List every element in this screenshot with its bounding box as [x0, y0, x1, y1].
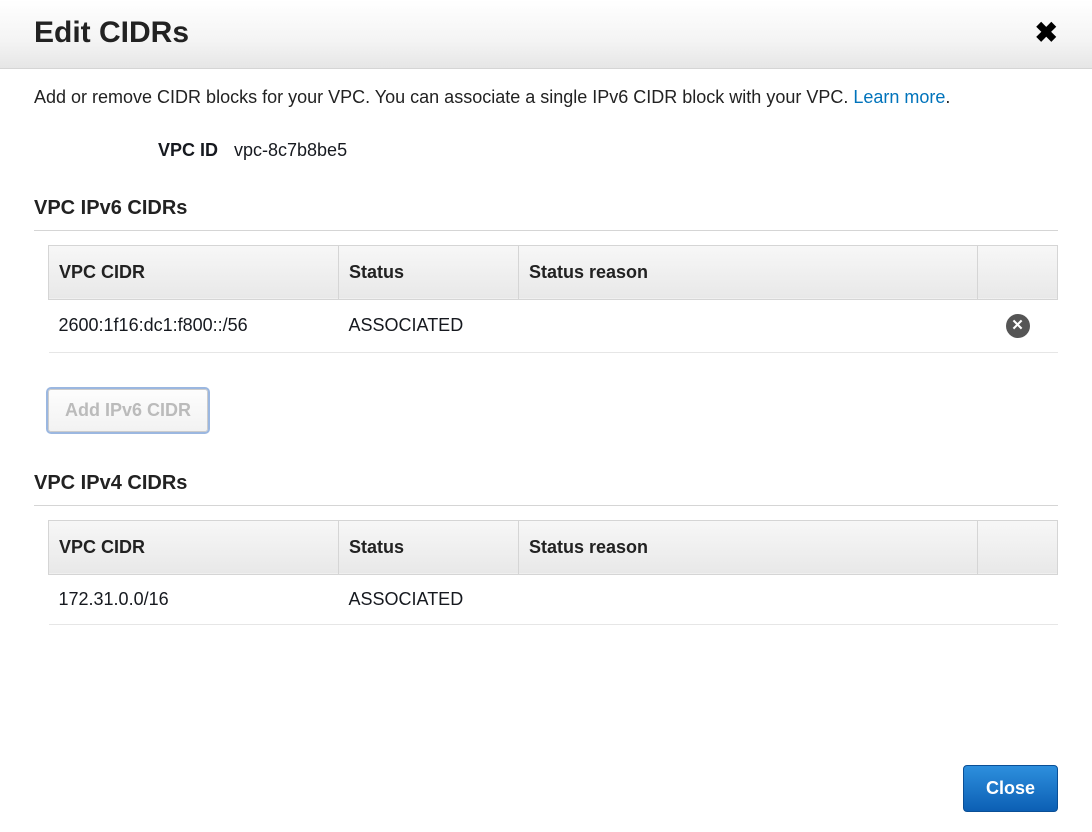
ipv4-col-cidr: VPC CIDR [49, 520, 339, 574]
table-row: 172.31.0.0/16 ASSOCIATED [49, 574, 1058, 624]
ipv6-section: VPC IPv6 CIDRs VPC CIDR Status Status re… [34, 197, 1058, 432]
ipv4-col-status: Status [339, 520, 519, 574]
modal-body: Add or remove CIDR blocks for your VPC. … [0, 69, 1092, 755]
modal-header: Edit CIDRs ✖ [0, 0, 1092, 69]
modal-footer: Close [0, 755, 1092, 832]
description-after: . [945, 87, 950, 107]
close-button[interactable]: Close [963, 765, 1058, 812]
ipv4-reason-cell [519, 574, 978, 624]
ipv4-col-action [978, 520, 1058, 574]
ipv6-col-status: Status [339, 245, 519, 299]
ipv6-col-cidr: VPC CIDR [49, 245, 339, 299]
close-icon[interactable]: ✖ [1035, 19, 1058, 47]
add-ipv6-cidr-button[interactable]: Add IPv6 CIDR [48, 389, 208, 432]
remove-cidr-icon[interactable]: ✕ [1006, 314, 1030, 338]
ipv6-heading: VPC IPv6 CIDRs [34, 197, 1058, 220]
ipv4-action-cell [978, 574, 1058, 624]
ipv6-action-cell: ✕ [978, 299, 1058, 352]
table-row: 2600:1f16:dc1:f800::/56 ASSOCIATED ✕ [49, 299, 1058, 352]
ipv4-heading: VPC IPv4 CIDRs [34, 472, 1058, 495]
ipv4-section: VPC IPv4 CIDRs VPC CIDR Status Status re… [34, 472, 1058, 625]
learn-more-link[interactable]: Learn more [853, 87, 945, 107]
modal-title: Edit CIDRs [34, 16, 189, 50]
description-before: Add or remove CIDR blocks for your VPC. … [34, 87, 853, 107]
ipv6-cidr-table: VPC CIDR Status Status reason 2600:1f16:… [48, 245, 1058, 353]
add-ipv6-wrap: Add IPv6 CIDR [48, 389, 1058, 432]
ipv4-divider [34, 505, 1058, 506]
ipv6-cidr-cell: 2600:1f16:dc1:f800::/56 [49, 299, 339, 352]
ipv4-cidr-table: VPC CIDR Status Status reason 172.31.0.0… [48, 520, 1058, 625]
vpc-id-label: VPC ID [34, 140, 234, 161]
vpc-id-value: vpc-8c7b8be5 [234, 140, 347, 161]
ipv6-divider [34, 230, 1058, 231]
ipv4-status-cell: ASSOCIATED [339, 574, 519, 624]
ipv4-col-reason: Status reason [519, 520, 978, 574]
description-text: Add or remove CIDR blocks for your VPC. … [34, 83, 1058, 112]
ipv6-reason-cell [519, 299, 978, 352]
ipv6-col-reason: Status reason [519, 245, 978, 299]
ipv6-status-cell: ASSOCIATED [339, 299, 519, 352]
ipv6-col-action [978, 245, 1058, 299]
ipv4-cidr-cell: 172.31.0.0/16 [49, 574, 339, 624]
edit-cidrs-modal: Edit CIDRs ✖ Add or remove CIDR blocks f… [0, 0, 1092, 832]
vpc-id-row: VPC ID vpc-8c7b8be5 [34, 140, 1058, 161]
